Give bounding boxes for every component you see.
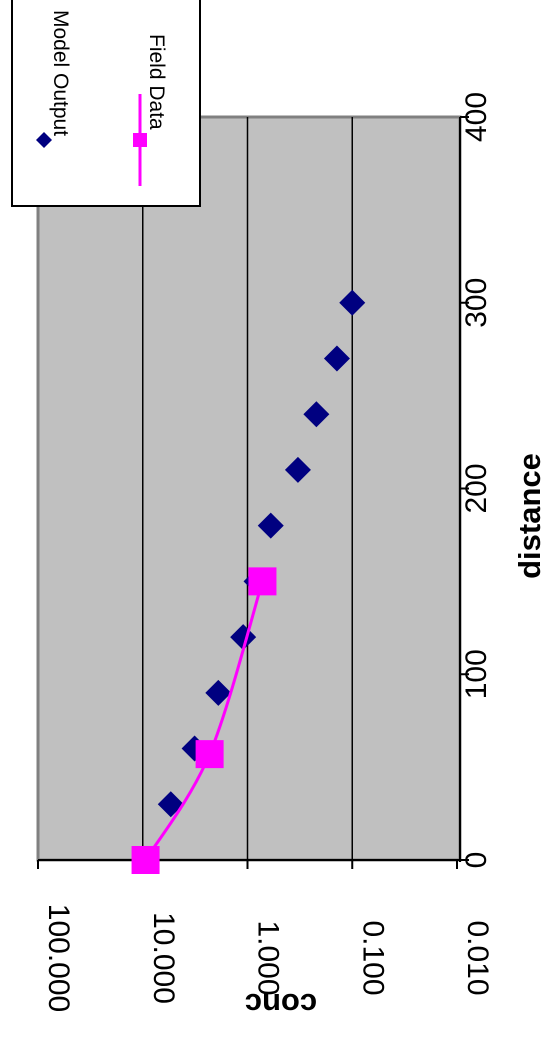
- legend-field-data-label: Field Data: [145, 34, 168, 130]
- legend-model-output-marker: [36, 132, 52, 148]
- legend-box: [11, 0, 201, 207]
- data-point: [248, 567, 277, 596]
- data-point: [323, 345, 350, 372]
- legend-field-data-marker: [133, 133, 147, 147]
- data-point: [339, 289, 366, 316]
- y-tick-label: 0.100: [356, 920, 389, 995]
- data-point: [205, 679, 232, 706]
- series-1: [131, 567, 277, 874]
- axes: [37, 116, 469, 869]
- legend: Model Output Field Data: [11, 0, 201, 207]
- data-point: [257, 512, 284, 539]
- plot-area-background: [36, 115, 462, 862]
- x-tick-label: 200: [460, 463, 493, 513]
- x-tick-label: 0: [460, 852, 493, 869]
- gridlines: [142, 117, 353, 860]
- data-point: [303, 401, 330, 428]
- y-tick-label: 0.010: [461, 920, 494, 995]
- x-tick-label: 100: [460, 649, 493, 699]
- legend-model-output-label: Model Output: [49, 10, 72, 136]
- x-tick-label: 300: [460, 278, 493, 328]
- x-axis-title: distance: [512, 453, 547, 579]
- x-tick-label: 400: [460, 92, 493, 142]
- data-point: [131, 846, 160, 874]
- tick-labels: 0.010 0.100 1.000 10.000 100.000 0 100 200 300 40…: [42, 92, 494, 1012]
- data-point: [284, 456, 311, 483]
- series-layer: [131, 289, 366, 874]
- y-tick-label: 100.000: [42, 904, 75, 1012]
- y-tick-label: 10.000: [147, 912, 180, 1004]
- data-point: [195, 740, 224, 769]
- y-axis-title: conc: [245, 987, 317, 1022]
- y-tick-label: 1.000: [252, 920, 285, 995]
